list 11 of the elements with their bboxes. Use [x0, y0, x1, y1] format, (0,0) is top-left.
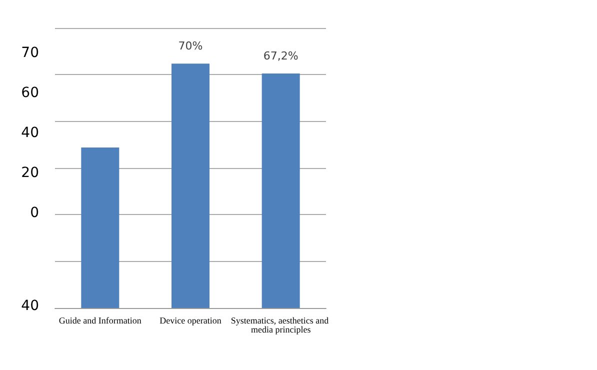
x-tick-label: Guide and Information [58, 316, 142, 326]
x-tick-label: Systematics, aesthetics and media principles [230, 316, 331, 334]
text: 40 [21, 125, 40, 141]
data-label: 67,2% [263, 49, 298, 62]
text: 40 [21, 298, 40, 314]
text: 20 [21, 165, 40, 181]
text: 70 [21, 45, 40, 61]
text: 60 [21, 85, 40, 101]
text: 0 [30, 205, 40, 221]
x-tick-label: Device operation [160, 316, 222, 326]
data-label: 70% [178, 40, 203, 53]
